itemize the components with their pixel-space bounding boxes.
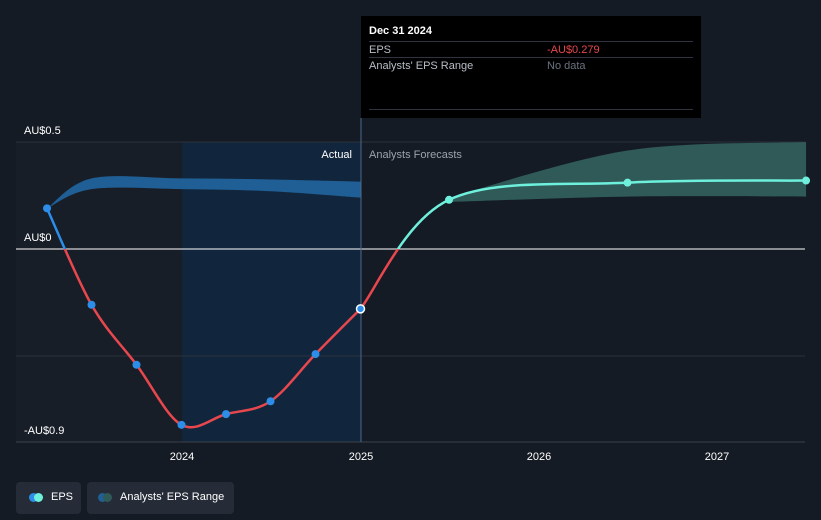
eps-point-actual [266, 397, 275, 406]
tooltip-eps-label: EPS [369, 44, 392, 56]
x-tick-2027: 2027 [705, 451, 729, 463]
tooltip-row-range: Analysts' EPS Range No data [369, 57, 693, 74]
legend-range-label: Analysts' EPS Range [120, 491, 225, 503]
eps-range-band-actual [47, 176, 361, 209]
tooltip-eps-value: -AU$0.279 [547, 44, 600, 56]
tooltip-range-label: Analysts' EPS Range [369, 60, 474, 72]
range-legend-icon-forecast [103, 493, 112, 502]
eps-chart: AU$0.5 AU$0 -AU$0.9 Actual Analysts Fore… [16, 118, 811, 463]
y-label-bottom: -AU$0.9 [24, 425, 64, 437]
section-label-forecast: Analysts Forecasts [369, 149, 462, 161]
legend-eps-label: EPS [51, 491, 74, 503]
eps-point-actual [87, 300, 96, 309]
eps-line-forecast [396, 179, 807, 249]
eps-point-actual [43, 204, 52, 213]
eps-line-forecast-negative [359, 249, 400, 310]
x-tick-2026: 2026 [527, 451, 551, 463]
x-tick-2025: 2025 [349, 451, 373, 463]
eps-legend-icon-forecast [34, 493, 43, 502]
y-label-top: AU$0.5 [24, 125, 61, 137]
eps-legend-icon [29, 493, 38, 502]
legend-eps-button[interactable]: EPS [16, 482, 81, 514]
legend-range-button[interactable]: Analysts' EPS Range [87, 482, 234, 514]
eps-range-band-forecast [449, 142, 807, 202]
eps-point-actual [222, 410, 231, 419]
tooltip-divider [369, 109, 693, 110]
range-legend-icon [98, 493, 107, 502]
tooltip-range-value: No data [547, 60, 586, 72]
tooltip: Dec 31 2024 EPS -AU$0.279 Analysts' EPS … [361, 16, 701, 118]
eps-point-highlighted [355, 304, 366, 314]
eps-point-actual [177, 420, 186, 429]
tooltip-row-eps: EPS -AU$0.279 [369, 41, 693, 58]
tooltip-date: Dec 31 2024 [369, 25, 432, 37]
eps-point-actual [132, 360, 141, 369]
y-label-zero: AU$0 [24, 232, 52, 244]
eps-point-forecast [802, 176, 811, 185]
eps-point-forecast [623, 178, 632, 187]
x-tick-2024: 2024 [170, 451, 194, 463]
eps-point-actual [311, 350, 320, 359]
section-label-actual: Actual [321, 149, 352, 161]
eps-point-forecast [445, 195, 454, 204]
